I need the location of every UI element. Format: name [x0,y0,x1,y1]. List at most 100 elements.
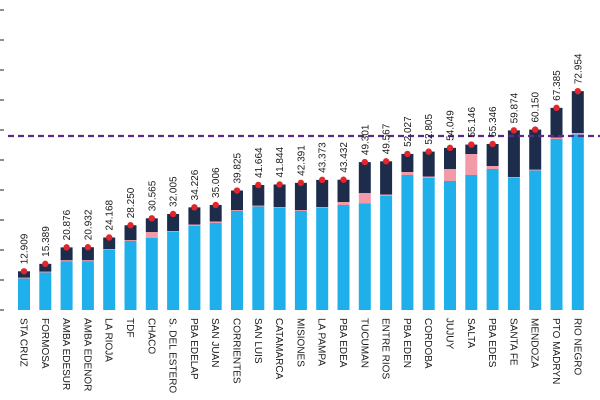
category-label-santa-fe: SANTA FE [507,318,518,366]
bar-amba-edesur-middle [60,260,73,262]
bar-cordoba-base [422,178,435,310]
bar-misiones-middle [294,210,307,211]
bar-entre-rios-middle [380,194,393,196]
marker-santa-fe [510,127,518,134]
bar-pba-edea-middle [337,202,350,205]
bar-corrientes-base [231,211,243,310]
marker-amba-edesur [63,244,70,251]
bar-mendoza-top [529,129,542,170]
value-label-entre-rios: 49.567 [382,123,393,154]
bar-pto-madryn-middle [550,137,563,139]
bar-tucuman-base [358,203,371,310]
bar-misiones-top [294,182,307,211]
value-label-misiones: 42.391 [296,145,307,176]
value-label-chaco: 30.565 [147,180,158,211]
category-label-formosa: FORMOSA [39,318,50,369]
bar-la-pampa-base [316,208,329,310]
marker-jujuy [446,144,454,152]
marker-rio-negro [574,87,581,95]
bar-pba-edelap-middle [188,224,201,226]
value-label-cordoba: 52.805 [424,114,435,145]
bar-pba-eden-top [401,153,414,172]
marker-pto-madryn [553,104,560,112]
value-label-salta: 55.146 [467,107,478,138]
bar-la-pampa-middle [316,207,329,208]
bar-tdf-top [124,225,137,241]
value-label-sta-cruz: 12.909 [20,233,31,264]
bar-salta-base [465,175,478,310]
value-label-pba-edes: 55.346 [488,106,499,137]
bar-sta-cruz-middle [18,277,30,279]
category-label-corrientes: CORRIENTES [231,318,242,384]
value-label-pba-edelap: 34.226 [190,169,201,200]
bar-catamarca-top [273,184,286,208]
bar-s-del-estero-middle [167,231,180,232]
marker-san-juan [212,201,219,209]
value-label-s-del-estero: 32.005 [169,176,180,207]
bar-tucuman-top [358,162,371,193]
category-label-amba-edenor: AMBA EDENOR [81,318,92,391]
category-label-la-pampa: LA PAMPA [316,318,327,366]
bar-san-luis-middle [252,205,265,207]
marker-mendoza [532,126,539,133]
bar-pba-eden-base [401,175,414,310]
y-axis-ticks [0,9,4,311]
bar-pba-edea-top [337,179,350,202]
marker-pba-edelap [191,204,198,211]
bar-misiones-base [294,211,307,310]
bar-catamarca-base [273,208,286,310]
bar-formosa-top [39,263,52,272]
bar-san-juan-middle [209,221,222,223]
marker-cordoba [425,148,432,155]
bar-s-del-estero-top [167,213,180,232]
value-label-san-juan: 35.006 [211,167,222,198]
bar-amba-edesur-base [60,261,73,310]
category-label-rio-negro: RIO NEGRO [571,318,582,375]
bar-pba-edelap-top [188,207,201,225]
bar-s-del-estero-base [167,232,180,310]
value-label-pto-madryn: 67.385 [552,70,563,101]
category-label-cordoba: CORDOBA [422,318,433,369]
value-label-pba-edea: 43.432 [339,142,350,173]
category-label-chaco: CHACO [145,318,156,354]
bar-mendoza-base [529,170,542,310]
bar-santa-fe-middle [507,177,520,178]
category-label-pba-edelap: PBA EDELAP [188,318,199,380]
marker-sta-cruz [20,268,28,275]
bar-salta-top [465,144,478,154]
bar-pba-edes-middle [486,166,499,169]
value-label-jujuy: 54.049 [446,110,457,141]
bar-la-pampa-top [316,179,329,208]
category-label-mendoza: MENDOZA [529,318,540,368]
marker-tdf [127,222,134,229]
value-label-corrientes: 39.825 [233,153,244,184]
marker-pba-edes [489,140,496,148]
bar-tucuman-middle [358,193,371,204]
bar-santa-fe-base [507,178,520,310]
bar-tdf-base [124,241,137,310]
value-label-catamarca: 41.844 [275,146,286,177]
bar-pto-madryn-top [550,107,563,138]
bar-formosa-base [39,272,52,310]
category-label-pto-madryn: PTO MADRYN [550,318,561,384]
marker-pba-eden [404,150,411,158]
category-label-pba-edea: PBA EDEA [337,318,348,368]
bar-san-luis-base [252,206,265,310]
marker-catamarca [276,181,283,188]
bar-sta-cruz-base [18,278,30,310]
marker-entre-rios [382,158,390,165]
bar-entre-rios-top [380,161,393,195]
bar-cordoba-middle [422,176,435,178]
bar-la-rioja-middle [103,249,116,250]
bar-pba-edelap-base [188,226,201,310]
bar-amba-edesur-top [60,247,73,261]
marker-formosa [42,260,49,268]
bar-chaco-base [145,238,158,310]
category-label-pba-eden: PBA EDEN [401,318,412,368]
bar-entre-rios-base [380,196,393,310]
bar-pba-edea-base [337,205,350,310]
bar-tdf-middle [124,240,137,241]
value-label-la-pampa: 43.373 [318,142,329,173]
category-label-san-juan: SAN JUAN [209,318,220,367]
